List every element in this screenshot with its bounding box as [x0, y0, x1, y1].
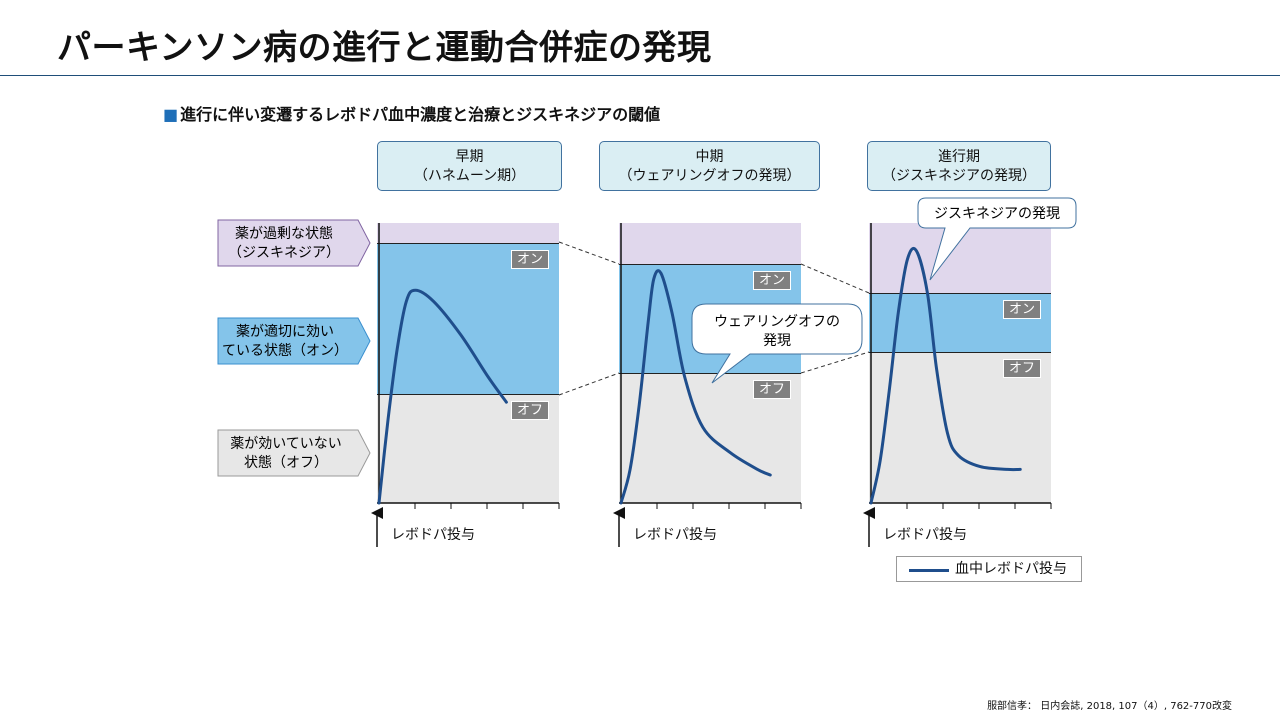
levodopa-dose-label-middle: レボドパ投与: [633, 527, 717, 543]
levodopa-dose-label-advanced: レボドパ投与: [883, 527, 967, 543]
phase-panel-early: オン オフ: [377, 223, 559, 503]
levodopa-curve-advanced: [869, 246, 1022, 505]
bullet-square-icon: ■: [163, 105, 179, 124]
page-title: パーキンソン病の進行と運動合併症の発現: [57, 28, 712, 68]
phase-panel-middle: オン オフ: [619, 223, 801, 503]
callout-dyskinesia-text: ジスキネジアの発現: [934, 206, 1060, 222]
threshold-line-off: [619, 373, 801, 374]
section-subtitle: ■ 進行に伴い変遷するレボドパ血中濃度と治療とジスキネジアの閾値: [163, 101, 660, 125]
off-tag: オフ: [510, 401, 549, 420]
state-box-off: [217, 429, 371, 477]
connector-off-1: [558, 372, 620, 396]
state-off-line2: 状態（オフ）: [244, 455, 328, 471]
threshold-line-dyskinesia: [869, 293, 1051, 294]
levodopa-dose-label-early: レボドパ投与: [391, 527, 475, 543]
threshold-line-off: [377, 394, 559, 395]
phase-title: 中期: [695, 149, 724, 165]
phase-subtitle: （ハネムーン期）: [413, 168, 526, 184]
threshold-line-off: [869, 352, 1051, 353]
phase-subtitle: （ジスキネジアの発現）: [882, 168, 1036, 184]
connector-dyskinesia-2: [800, 263, 870, 294]
band-dyskinesia: [377, 223, 559, 243]
legend-label: 血中レボドパ投与: [955, 561, 1067, 577]
callout-dyskinesia: [917, 197, 1077, 281]
state-box-dyskinesia: [217, 219, 371, 267]
state-off-line1: 薬が効いていない: [230, 436, 342, 452]
phase-header-middle: 中期 （ウェアリングオフの発現）: [599, 141, 820, 191]
threshold-line-dyskinesia: [377, 243, 559, 244]
callout-wearing-off: [691, 303, 863, 384]
state-box-on: [217, 317, 371, 365]
connector-off-2: [800, 351, 870, 374]
callout-wearing-off-line1: ウェアリングオフの: [714, 314, 840, 330]
state-dyskinesia-line1: 薬が過剰な状態: [235, 226, 333, 242]
on-tag: オン: [752, 271, 791, 290]
phase-header-advanced: 進行期 （ジスキネジアの発現）: [867, 141, 1051, 191]
off-tag: オフ: [752, 380, 791, 399]
band-dyskinesia: [619, 223, 801, 264]
phase-title: 進行期: [938, 149, 980, 165]
subtitle-text: 進行に伴い変遷するレボドパ血中濃度と治療とジスキネジアの閾値: [180, 105, 661, 124]
state-on-line2: ている状態（オン）: [222, 343, 348, 359]
legend: 血中レボドパ投与: [896, 556, 1082, 582]
legend-swatch-line: [909, 569, 949, 572]
threshold-line-dyskinesia: [619, 264, 801, 265]
phase-panel-advanced: オン オフ: [869, 223, 1051, 503]
title-divider: [0, 75, 1280, 76]
state-dyskinesia-line2: （ジスキネジア）: [228, 245, 340, 261]
phase-title: 早期: [455, 149, 484, 165]
connector-dyskinesia-1: [558, 241, 620, 265]
off-tag: オフ: [1002, 359, 1041, 378]
phase-header-early: 早期 （ハネムーン期）: [377, 141, 562, 191]
source-citation: 服部信孝： 日内会誌, 2018, 107（4）, 762-770改変: [987, 701, 1232, 712]
callout-wearing-off-line2: 発現: [763, 333, 791, 349]
on-tag: オン: [510, 250, 549, 269]
levodopa-curve-middle: [619, 269, 772, 505]
on-tag: オン: [1002, 300, 1041, 319]
levodopa-curve-early: [377, 288, 508, 505]
phase-subtitle: （ウェアリングオフの発現）: [618, 168, 801, 184]
state-on-line1: 薬が適切に効い: [236, 323, 334, 340]
